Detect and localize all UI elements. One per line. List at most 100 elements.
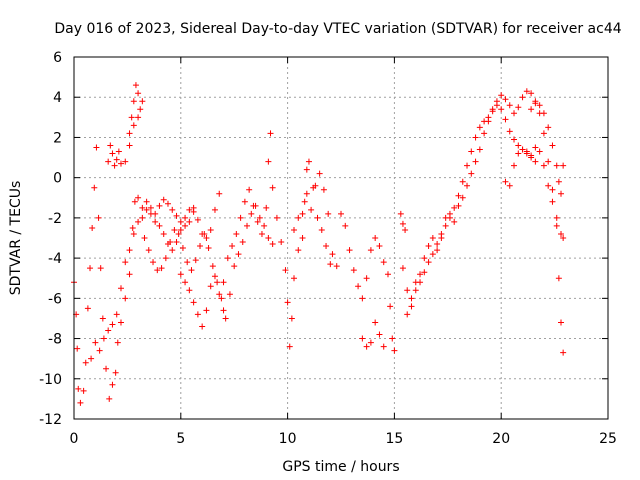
data-point [211, 273, 218, 280]
data-point [532, 158, 539, 165]
data-point [350, 267, 357, 274]
data-point [545, 124, 552, 131]
data-point [472, 134, 479, 141]
y-tick-label: -4 [48, 251, 62, 267]
data-point [308, 206, 315, 213]
data-point [113, 311, 120, 318]
data-point [299, 210, 306, 217]
data-point [220, 279, 227, 286]
data-point [421, 269, 428, 276]
data-point [109, 321, 116, 328]
data-point [114, 339, 121, 346]
data-point [399, 220, 406, 227]
data-point [186, 287, 193, 294]
data-point [278, 239, 285, 246]
data-point [135, 218, 142, 225]
data-point [152, 218, 159, 225]
series-track-i [397, 210, 409, 233]
series-track-m [528, 100, 567, 197]
data-point [80, 387, 87, 394]
data-point [203, 235, 210, 241]
data-point [489, 108, 496, 115]
data-point [485, 114, 492, 121]
axis-ticks [73, 56, 609, 420]
data-point [143, 198, 150, 205]
data-point [320, 186, 327, 193]
data-point [442, 222, 449, 229]
data-point [194, 216, 201, 223]
data-point [99, 315, 106, 322]
data-point [137, 106, 144, 113]
data-point [100, 335, 107, 342]
y-axis-label: SDTVAR / TECUs [8, 181, 24, 296]
data-point [314, 214, 321, 221]
data-point [273, 214, 280, 221]
data-point [173, 239, 180, 246]
data-point [267, 130, 274, 137]
data-point [164, 200, 171, 207]
data-points [71, 82, 567, 406]
data-point [156, 202, 163, 209]
data-point [346, 247, 353, 254]
data-point [182, 222, 189, 229]
data-point [327, 261, 334, 268]
y-tick-label: -6 [48, 291, 62, 307]
data-point [380, 259, 387, 266]
data-point [246, 186, 253, 193]
data-point [425, 243, 432, 250]
data-point [211, 206, 218, 213]
data-point [128, 114, 135, 121]
data-point [160, 230, 167, 237]
data-point [226, 291, 233, 298]
data-point [126, 271, 133, 278]
x-tick-label: 10 [279, 431, 297, 447]
data-point [269, 241, 276, 248]
series-track-e [177, 202, 276, 330]
data-point [312, 182, 319, 189]
series-track-d [141, 130, 334, 350]
data-point [545, 158, 552, 165]
data-point [384, 271, 391, 278]
data-point [498, 92, 505, 99]
data-point [190, 299, 197, 306]
data-point [305, 158, 312, 165]
data-point [139, 204, 146, 211]
data-point [558, 190, 565, 197]
data-point [199, 323, 206, 330]
data-point [91, 184, 98, 191]
data-point [141, 235, 148, 241]
data-point [132, 82, 139, 89]
data-point [167, 239, 174, 246]
data-point [207, 226, 214, 233]
data-point [177, 226, 184, 233]
series-track-h [359, 319, 387, 350]
data-point [175, 230, 182, 237]
data-point [560, 235, 567, 241]
y-tick-label: 6 [53, 50, 62, 66]
data-point [408, 295, 415, 302]
x-tick-labels: 0 5 10 15 20 25 [70, 431, 617, 447]
data-point [412, 287, 419, 294]
data-point [192, 257, 199, 264]
data-point [519, 146, 526, 153]
data-point [87, 265, 94, 272]
data-point [77, 399, 84, 406]
data-point [434, 241, 441, 248]
data-point [190, 208, 197, 215]
data-point [231, 263, 238, 270]
data-point [303, 166, 310, 173]
data-point [318, 226, 325, 233]
data-point [235, 251, 242, 258]
x-tick-label: 5 [176, 431, 185, 447]
data-point [224, 255, 231, 262]
data-point [446, 214, 453, 221]
data-point [498, 106, 505, 113]
data-point [506, 128, 513, 135]
data-point [254, 218, 261, 225]
data-point [391, 347, 398, 354]
data-point [558, 319, 565, 326]
data-point [233, 230, 240, 237]
data-point [536, 102, 543, 109]
